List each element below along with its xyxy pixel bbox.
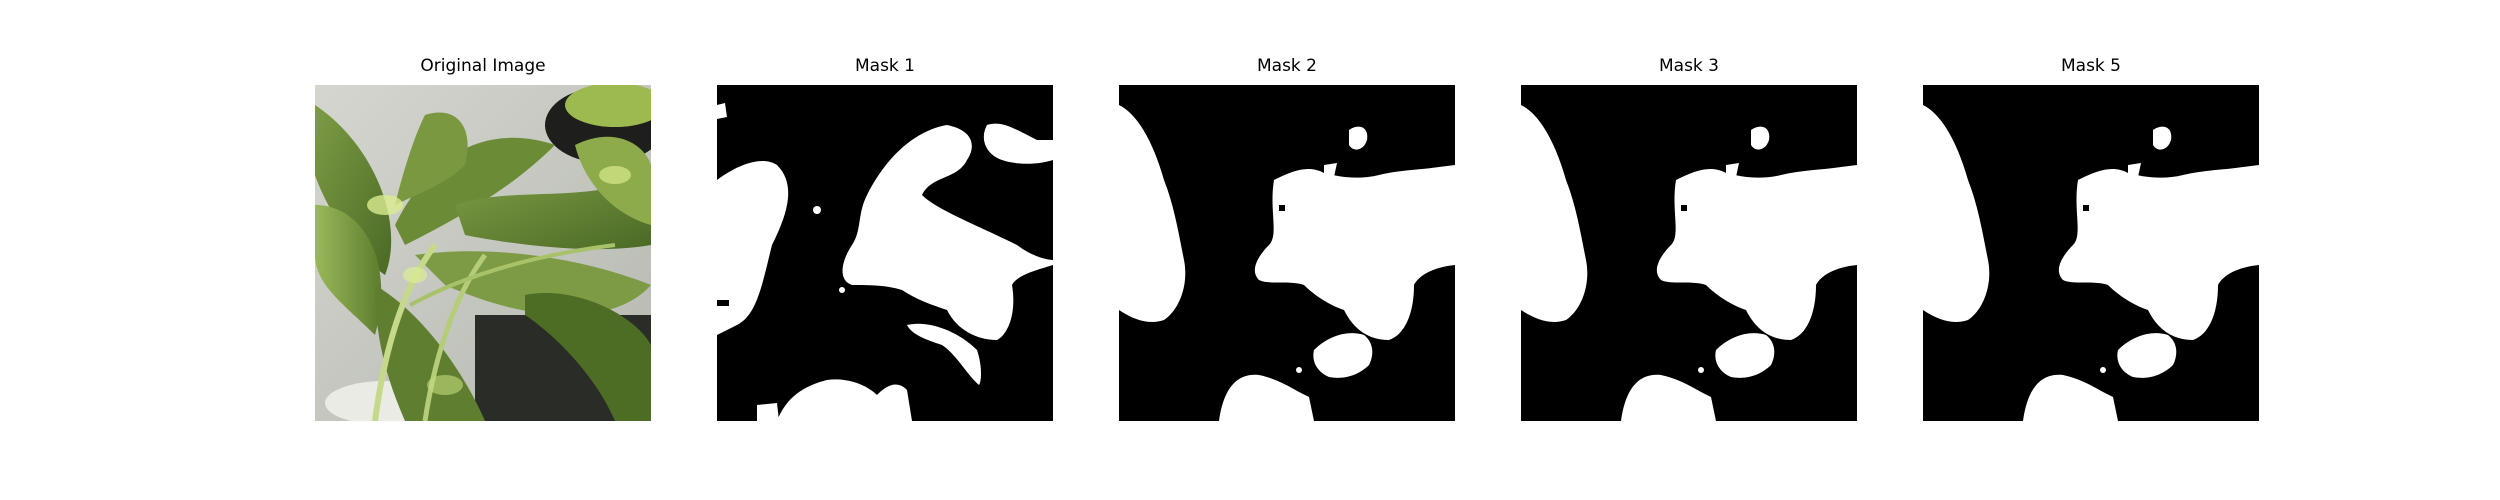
mask-2-image [1119,85,1455,421]
panel-title-mask-2: Mask 2 [1256,56,1317,76]
mask-3-image [1521,85,1857,421]
original-image [315,85,651,421]
panel-title-mask-1: Mask 1 [854,56,915,76]
mask-3-panel [1521,85,1857,421]
panel-title-original-image: Original Image [420,56,546,76]
panel-title-mask-5: Mask 5 [2060,56,2121,76]
original-image-panel [315,85,651,421]
mask-1-panel [717,85,1053,421]
mask-5-image [1923,85,2259,421]
mask-1-image [717,85,1053,421]
panel-title-mask-3: Mask 3 [1658,56,1719,76]
mask-2-panel [1119,85,1455,421]
mask-5-panel [1923,85,2259,421]
